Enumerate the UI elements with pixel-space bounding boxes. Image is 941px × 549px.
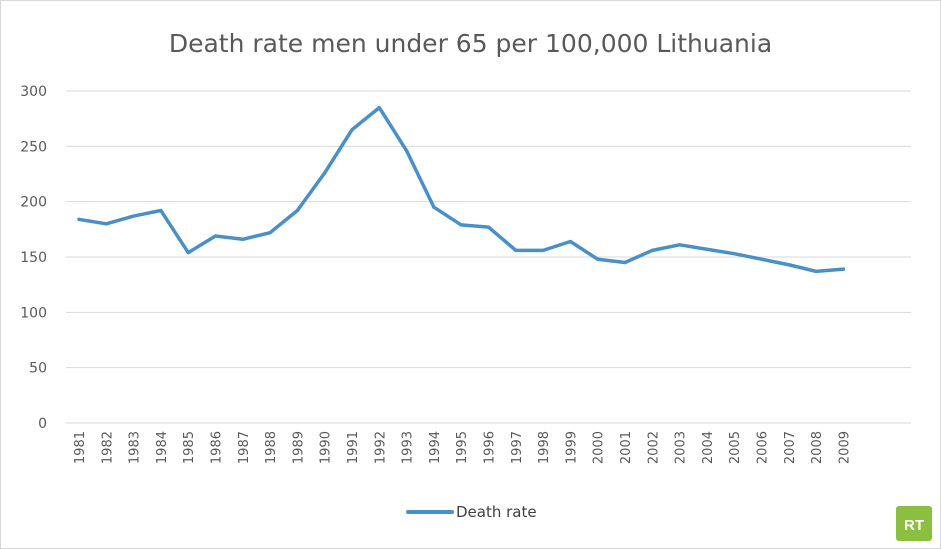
x-tick-label-1988: 1988 <box>264 431 279 464</box>
data-point-2004 <box>705 247 709 251</box>
y-tick-label-0: 0 <box>38 416 47 432</box>
data-point-1992 <box>377 106 381 110</box>
y-tick-label-250: 250 <box>20 139 47 155</box>
x-tick-label-1987: 1987 <box>237 431 252 464</box>
y-tick-label-200: 200 <box>20 195 47 211</box>
data-point-1995 <box>459 223 463 227</box>
data-point-1999 <box>568 239 573 244</box>
data-point-2009 <box>841 267 846 271</box>
series-line-0 <box>77 105 846 274</box>
data-point-1989 <box>295 208 299 213</box>
data-point-2006 <box>759 257 764 261</box>
x-tick-label-1998: 1998 <box>537 431 552 464</box>
x-tick-label-1986: 1986 <box>210 431 225 464</box>
data-point-2005 <box>732 252 736 256</box>
data-point-2003 <box>678 243 682 247</box>
x-tick-label-1981: 1981 <box>73 431 88 464</box>
x-tick-label-2007: 2007 <box>783 431 798 464</box>
y-tick-label-100: 100 <box>20 305 47 321</box>
data-point-2008 <box>814 269 818 273</box>
data-point-1984 <box>159 208 163 213</box>
data-point-1990 <box>323 171 327 175</box>
x-tick-label-1990: 1990 <box>319 431 334 464</box>
x-tick-label-2002: 2002 <box>646 431 661 464</box>
data-point-1991 <box>350 128 354 132</box>
rt-logo: RT <box>896 506 932 541</box>
x-tick-label-2006: 2006 <box>756 431 771 464</box>
legend: Death rate <box>406 501 537 523</box>
data-point-1986 <box>213 234 218 238</box>
x-tick-label-1985: 1985 <box>182 431 197 464</box>
x-tick-label-1982: 1982 <box>100 431 115 464</box>
data-point-2007 <box>787 263 791 267</box>
data-point-1987 <box>241 237 245 241</box>
rt-logo-mark: RT <box>904 517 924 534</box>
x-tick-label-1995: 1995 <box>455 431 470 464</box>
x-tick-label-1991: 1991 <box>346 431 361 464</box>
x-tick-label-1983: 1983 <box>128 431 143 464</box>
x-tick-label-1996: 1996 <box>483 431 498 464</box>
x-tick-label-2001: 2001 <box>619 431 634 464</box>
x-tick-label-1999: 1999 <box>564 431 579 464</box>
data-point-2000 <box>596 257 600 261</box>
y-tick-label-300: 300 <box>20 84 47 100</box>
data-point-1983 <box>132 214 136 218</box>
x-tick-label-2008: 2008 <box>810 431 825 464</box>
y-tick-label-50: 50 <box>29 361 47 377</box>
data-point-1994 <box>432 205 436 209</box>
data-point-1996 <box>486 225 491 229</box>
x-tick-label-2000: 2000 <box>592 431 607 464</box>
data-point-1988 <box>268 231 272 235</box>
x-tick-label-2004: 2004 <box>701 431 716 464</box>
x-tick-label-2003: 2003 <box>674 431 689 464</box>
data-point-1998 <box>541 248 545 252</box>
x-tick-label-1994: 1994 <box>428 431 443 464</box>
data-point-2001 <box>623 260 627 265</box>
x-tick-label-1984: 1984 <box>155 431 170 464</box>
svg-text:RT: RT <box>904 517 924 534</box>
data-point-1993 <box>405 149 409 153</box>
x-tick-label-1989: 1989 <box>291 431 306 464</box>
x-tick-label-2009: 2009 <box>837 431 852 464</box>
data-point-1982 <box>104 222 108 226</box>
x-tick-label-2005: 2005 <box>728 431 743 464</box>
chart-title: Death rate men under 65 per 100,000 Lith… <box>168 29 773 58</box>
data-point-1997 <box>514 248 518 252</box>
x-tick-label-1992: 1992 <box>373 431 388 464</box>
data-point-1981 <box>77 217 81 221</box>
legend-line-swatch <box>406 510 454 514</box>
data-point-1985 <box>186 250 190 255</box>
legend-label: Death rate <box>456 503 537 521</box>
y-tick-label-150: 150 <box>20 250 47 266</box>
x-tick-label-1997: 1997 <box>510 431 525 464</box>
x-tick-label-1993: 1993 <box>401 431 416 464</box>
data-point-2002 <box>650 248 654 252</box>
